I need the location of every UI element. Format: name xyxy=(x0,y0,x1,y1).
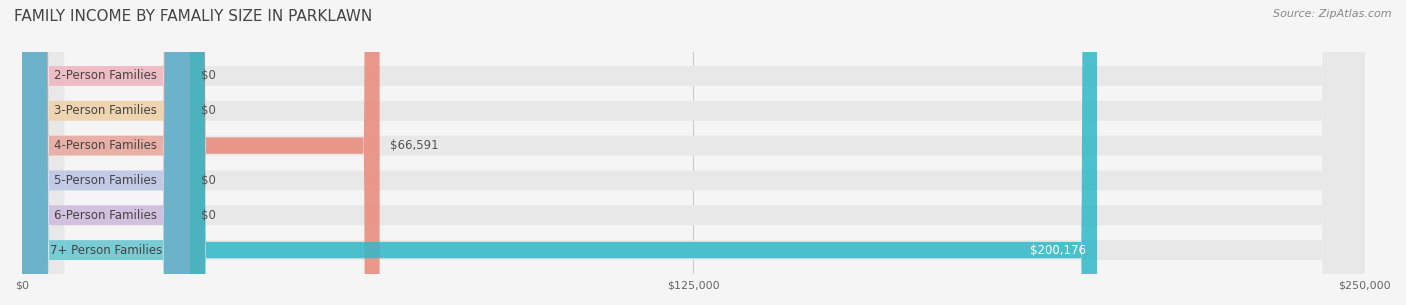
FancyBboxPatch shape xyxy=(22,0,1365,305)
FancyBboxPatch shape xyxy=(22,0,190,305)
Text: FAMILY INCOME BY FAMALIY SIZE IN PARKLAWN: FAMILY INCOME BY FAMALIY SIZE IN PARKLAW… xyxy=(14,9,373,24)
FancyBboxPatch shape xyxy=(22,0,1365,305)
Text: 2-Person Families: 2-Person Families xyxy=(55,70,157,82)
FancyBboxPatch shape xyxy=(22,0,1365,305)
Text: 6-Person Families: 6-Person Families xyxy=(55,209,157,222)
Text: $200,176: $200,176 xyxy=(1031,244,1087,257)
FancyBboxPatch shape xyxy=(22,0,190,305)
Text: 5-Person Families: 5-Person Families xyxy=(55,174,157,187)
FancyBboxPatch shape xyxy=(190,0,1097,305)
FancyBboxPatch shape xyxy=(22,0,190,305)
FancyBboxPatch shape xyxy=(190,0,380,305)
FancyBboxPatch shape xyxy=(22,0,190,305)
Text: 3-Person Families: 3-Person Families xyxy=(55,104,157,117)
FancyBboxPatch shape xyxy=(22,0,1365,305)
Text: 4-Person Families: 4-Person Families xyxy=(55,139,157,152)
FancyBboxPatch shape xyxy=(22,0,190,305)
FancyBboxPatch shape xyxy=(22,0,1365,305)
Text: Source: ZipAtlas.com: Source: ZipAtlas.com xyxy=(1274,9,1392,19)
Text: $0: $0 xyxy=(201,174,215,187)
Text: $0: $0 xyxy=(201,104,215,117)
Text: $0: $0 xyxy=(201,209,215,222)
Text: $66,591: $66,591 xyxy=(391,139,439,152)
Text: 7+ Person Families: 7+ Person Families xyxy=(49,244,162,257)
Text: $0: $0 xyxy=(201,70,215,82)
FancyBboxPatch shape xyxy=(22,0,1365,305)
FancyBboxPatch shape xyxy=(22,0,190,305)
